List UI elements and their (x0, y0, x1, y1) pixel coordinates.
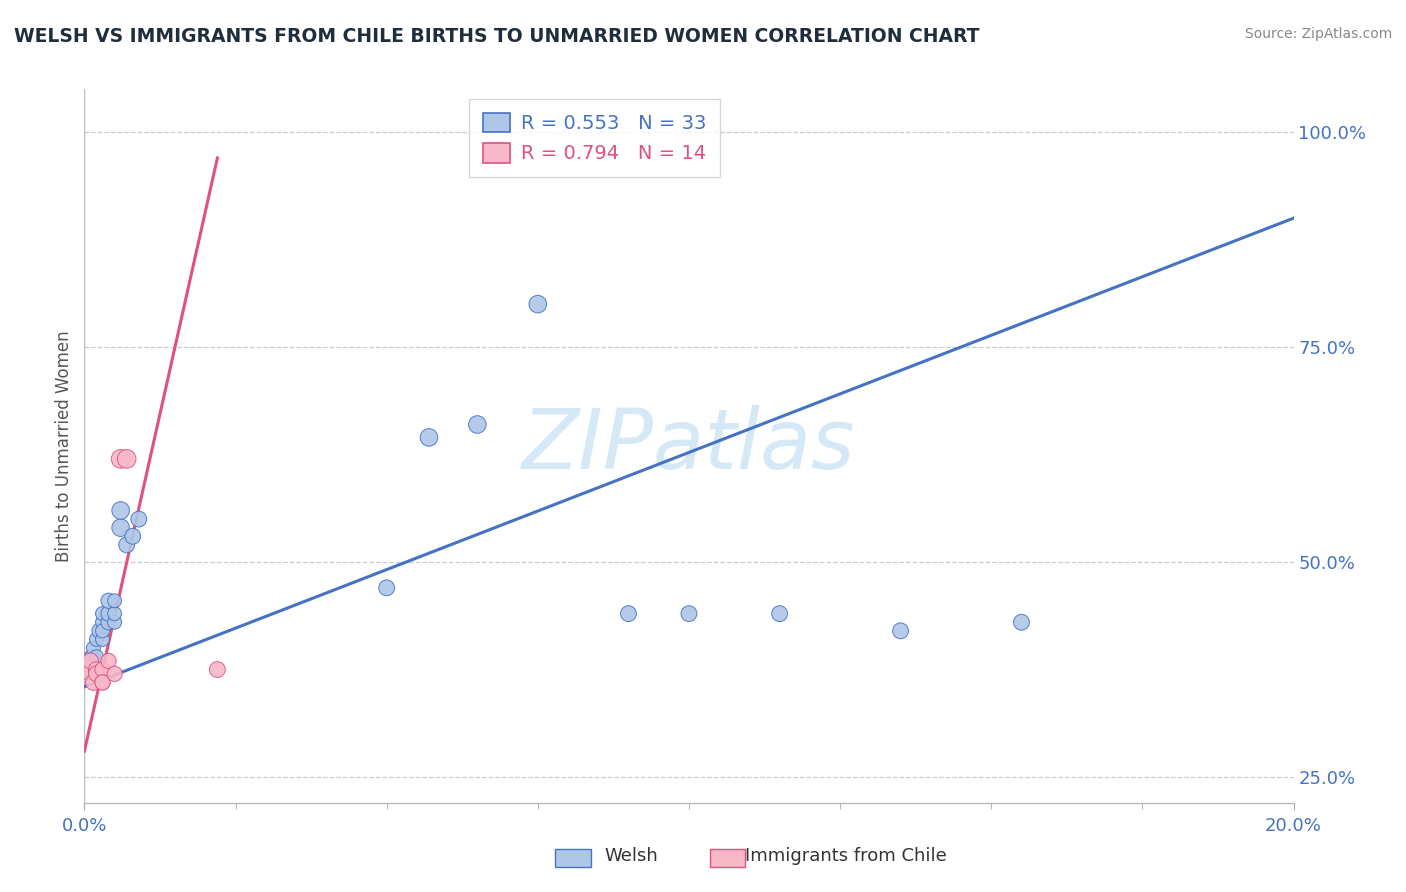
Point (80, 649, 103, 664)
Point (91, 675, 114, 690)
Point (79, 663, 101, 677)
Text: Immigrants from Chile: Immigrants from Chile (745, 847, 946, 865)
Point (128, 512, 150, 526)
Point (890, 624, 912, 638)
Point (115, 451, 138, 466)
Point (194, 855, 217, 870)
Point (91, 632, 114, 647)
Point (91, 675, 114, 690)
Point (97, 615, 120, 630)
Point (86, 663, 108, 677)
Point (110, 503, 132, 517)
Point (89, 624, 111, 638)
Point (527, 297, 550, 311)
Text: WELSH VS IMMIGRANTS FROM CHILE BIRTHS TO UNMARRIED WOMEN CORRELATION CHART: WELSH VS IMMIGRANTS FROM CHILE BIRTHS TO… (14, 27, 980, 45)
Point (375, 581, 398, 595)
Point (97, 593, 120, 607)
Point (91, 663, 114, 677)
Point (115, 538, 138, 552)
Text: Source: ZipAtlas.com: Source: ZipAtlas.com (1244, 27, 1392, 41)
Point (678, 607, 700, 621)
Point (104, 666, 127, 681)
Point (104, 615, 127, 630)
Text: Welsh: Welsh (605, 847, 658, 865)
Point (79, 654, 101, 668)
Point (467, 417, 489, 432)
Point (82, 641, 104, 656)
Y-axis label: Births to Unmarried Women: Births to Unmarried Women (55, 330, 73, 562)
Point (110, 451, 132, 466)
Point (104, 593, 127, 607)
Point (82, 675, 104, 690)
Point (207, 663, 229, 677)
Legend: R = 0.553   N = 33, R = 0.794   N = 14: R = 0.553 N = 33, R = 0.794 N = 14 (470, 99, 720, 177)
Point (84, 654, 107, 668)
Point (617, 607, 640, 621)
Point (76, 663, 98, 677)
Point (121, 529, 143, 543)
Text: ZIPatlas: ZIPatlas (522, 406, 856, 486)
Point (769, 607, 792, 621)
Point (91, 615, 114, 630)
Point (104, 607, 127, 621)
Point (110, 521, 132, 535)
Point (97, 654, 120, 668)
Point (91, 624, 114, 638)
Point (86, 649, 108, 664)
Point (91, 607, 114, 621)
Point (1011, 615, 1033, 630)
Point (418, 430, 440, 444)
Point (86, 666, 108, 681)
Point (76, 658, 98, 673)
Point (86, 632, 108, 647)
Point (97, 607, 120, 621)
